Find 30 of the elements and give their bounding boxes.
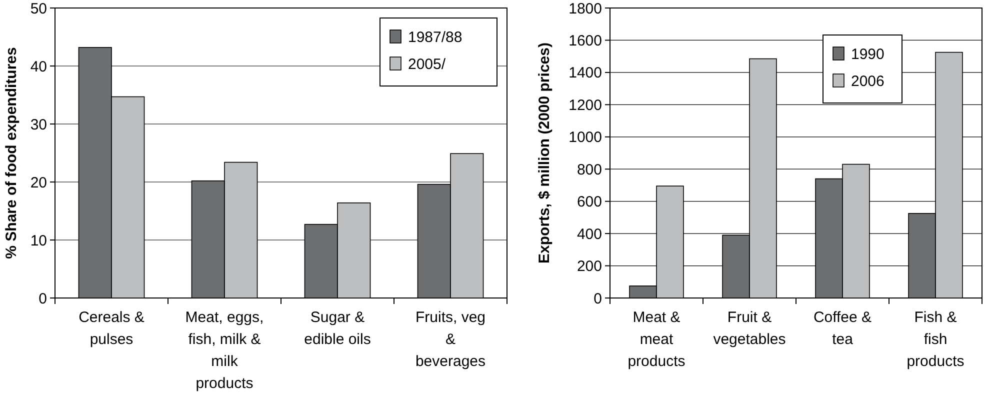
x-tick-label: Coffee & tea — [813, 309, 872, 348]
y-tick-label: 1200 — [568, 96, 602, 114]
y-tick-label: 1000 — [568, 129, 602, 146]
y-tick-label: 1800 — [568, 0, 602, 18]
y-tick-label: 200 — [576, 258, 602, 276]
y-tick-label: 1600 — [568, 32, 602, 50]
x-tick-label: Sugar & edible oils — [304, 309, 371, 348]
y-tick-label: 0 — [594, 290, 602, 308]
legend-label: 1987/88 — [408, 29, 462, 46]
y-tick-label: 30 — [30, 116, 47, 134]
y-tick-label: 800 — [576, 161, 602, 178]
y-tick-label: 600 — [576, 194, 602, 211]
x-tick-label: Cereals & pulses — [78, 309, 144, 348]
y-tick-label: 1400 — [568, 64, 602, 82]
legend-label: 2005/ — [408, 56, 446, 73]
legend-label: 1990 — [851, 46, 884, 63]
y-tick-label: 40 — [30, 58, 47, 76]
y-tick-label: 20 — [30, 174, 47, 192]
x-tick-label: Fruit & vegetables — [713, 309, 786, 348]
x-tick-label: Meat, eggs, fish, milk & milk products — [185, 309, 264, 392]
x-tick-label: Fruits, veg & beverages — [415, 309, 486, 370]
y-tick-label: 0 — [38, 290, 47, 308]
y-tick-label: 10 — [30, 232, 47, 250]
y-axis-title: Exports, $ million (2000 prices) — [536, 42, 553, 264]
x-tick-label: Meat & meat products — [628, 309, 686, 370]
x-tick-label: Fish & fish products — [906, 309, 964, 370]
legend-label: 2006 — [851, 73, 884, 90]
y-axis-title: % Share of food expenditures — [3, 47, 20, 259]
y-tick-label: 400 — [576, 226, 602, 243]
y-tick-label: 50 — [30, 0, 47, 18]
